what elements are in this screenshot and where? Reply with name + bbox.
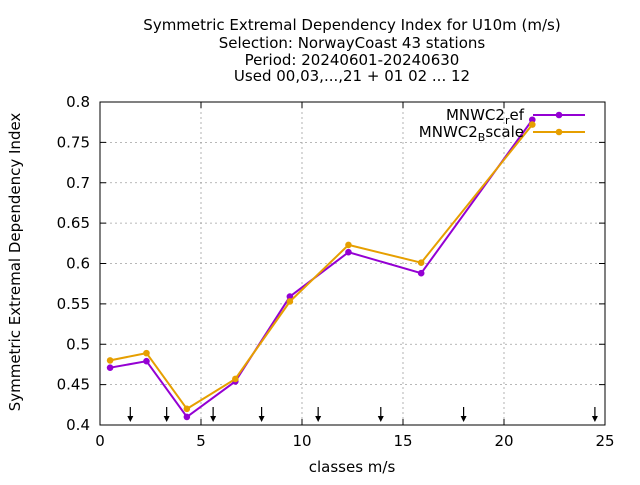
series-1-point	[417, 269, 425, 277]
y-tick-label: 0.6	[66, 255, 90, 273]
series-1-point	[286, 293, 294, 300]
series-line-1	[109, 119, 534, 418]
series-2-point	[143, 349, 150, 357]
y-tick-label: 0.5	[66, 335, 90, 353]
legend-swatch-point-1	[555, 111, 563, 119]
class-limit-arrow-head	[460, 416, 467, 422]
series-1-point	[106, 364, 114, 371]
series-2-point	[232, 375, 239, 383]
title-line-2: Selection: NorwayCoast 43 stations	[219, 34, 486, 52]
class-limit-arrow-head	[591, 416, 598, 422]
axis-ticks: 0 5 10 15 20 25 0.4 0.45 0.5 0.55 0.6 0.65 0.7 0.75 0.…	[57, 93, 615, 450]
series-1-point	[183, 413, 191, 421]
class-limit-arrow-head	[210, 416, 217, 422]
legend-label-1: MNWC2ref	[446, 106, 525, 127]
series-line-2	[109, 123, 534, 410]
series-2-point	[528, 121, 536, 128]
legend-swatch-point-2	[555, 128, 563, 136]
series-1-point	[143, 357, 150, 365]
y-tick-label: 0.4	[66, 416, 90, 434]
x-tick-label: 10	[292, 432, 311, 450]
y-tick-label: 0.75	[57, 133, 90, 151]
series-2-point	[345, 241, 352, 249]
title-line-3: Period: 20240601-20240630	[245, 51, 460, 69]
y-tick-label: 0.65	[57, 214, 90, 232]
y-axis-label: Symmetric Extremal Dependency Index	[6, 113, 24, 412]
series-2-point	[417, 259, 425, 266]
x-tick-label: 15	[393, 432, 412, 450]
x-tick-label: 0	[95, 432, 105, 450]
y-tick-label: 0.7	[66, 174, 90, 192]
y-tick-label: 0.45	[57, 376, 90, 394]
legend-label-2: MNWC2Bscale	[419, 123, 524, 144]
chart-title: Symmetric Extremal Dependency Index for …	[143, 16, 560, 85]
y-tick-label: 0.55	[57, 295, 90, 313]
series-2-point	[183, 405, 191, 413]
y-tick-label: 0.8	[66, 93, 90, 111]
x-tick-label: 20	[494, 432, 513, 450]
grid-lines	[100, 102, 605, 425]
title-line-4: Used 00,03,...,21 + 01 02 ... 12	[234, 67, 470, 85]
series-1-point	[528, 116, 536, 124]
class-limit-arrow-head	[163, 416, 170, 422]
series-2-point	[106, 357, 114, 364]
class-limit-arrows	[127, 407, 598, 422]
class-limit-arrow-head	[258, 416, 265, 422]
data-series	[106, 116, 536, 421]
title-line-1: Symmetric Extremal Dependency Index for …	[143, 16, 560, 34]
x-tick-label: 25	[595, 432, 614, 450]
x-tick-label: 5	[196, 432, 206, 450]
class-limit-arrow-head	[377, 416, 384, 422]
class-limit-arrow-head	[315, 416, 322, 422]
series-1-point	[345, 248, 352, 256]
x-axis-label: classes m/s	[309, 458, 396, 476]
class-limit-arrow-head	[127, 416, 134, 422]
series-2-point	[286, 298, 294, 305]
